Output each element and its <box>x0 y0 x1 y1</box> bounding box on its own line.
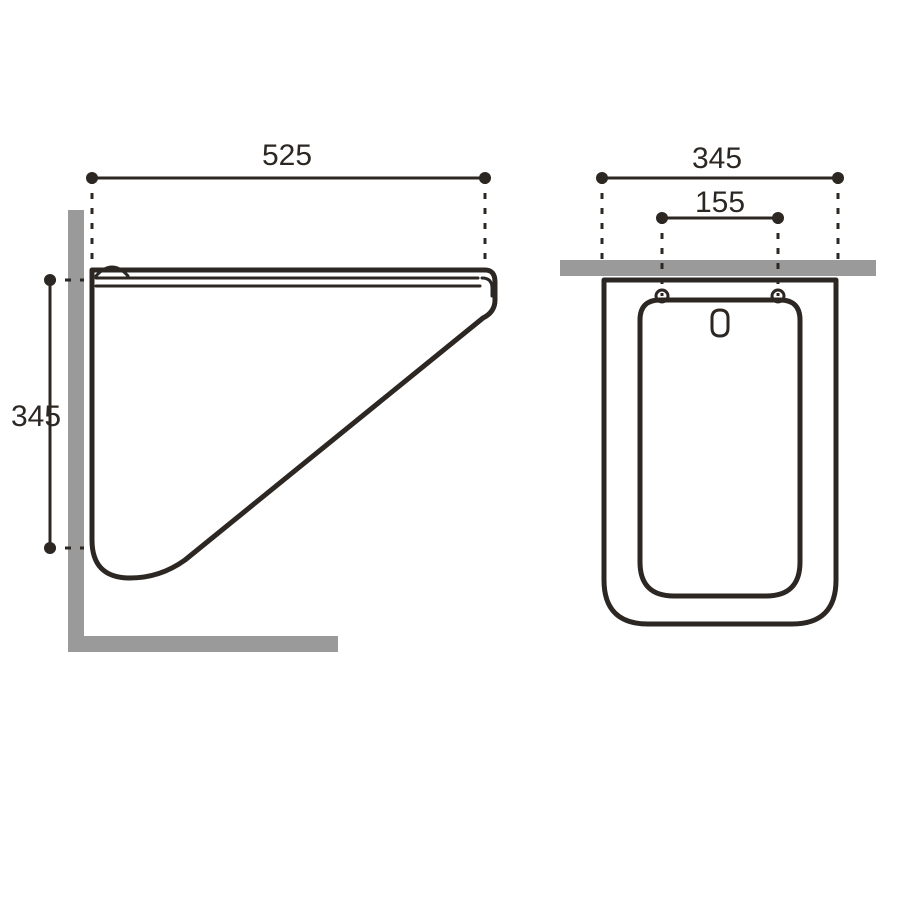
technical-drawing: 525 345 345 155 <box>0 0 900 900</box>
dim-label-depth: 525 <box>262 139 312 172</box>
wall-floor <box>68 636 338 652</box>
dim-label-height: 345 <box>11 400 61 433</box>
side-view <box>68 210 495 652</box>
wall-vertical <box>68 210 84 652</box>
toilet-side-outline <box>92 270 495 578</box>
top-view <box>560 260 876 624</box>
dim-label-width: 345 <box>692 142 742 175</box>
wall-top <box>560 260 876 276</box>
dim-label-bolt: 155 <box>695 186 745 219</box>
